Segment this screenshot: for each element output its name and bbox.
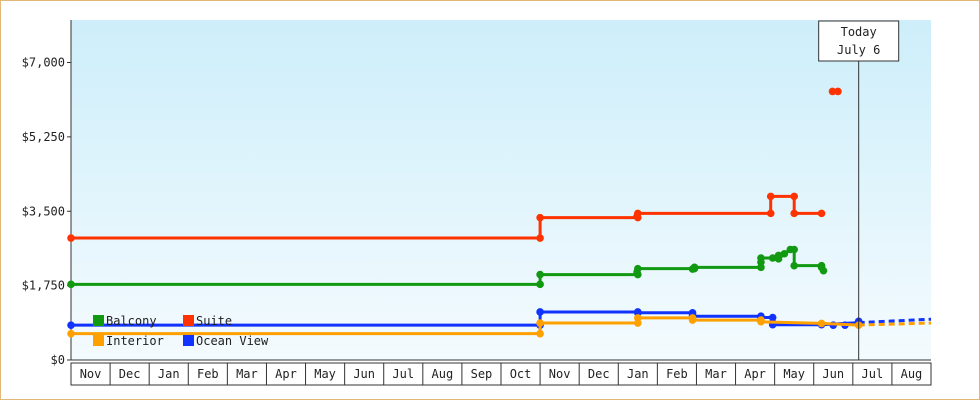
data-point-interior: [67, 329, 75, 338]
x-tick-label: May: [783, 367, 805, 381]
x-tick-label: Mar: [236, 367, 258, 381]
x-tick-label: Feb: [666, 367, 688, 381]
x-tick-label: Aug: [432, 367, 454, 381]
x-tick-label: Dec: [588, 367, 610, 381]
plot-area: [71, 20, 931, 360]
data-point-interior: [817, 319, 826, 328]
y-tick-label: $5,250: [22, 130, 65, 144]
x-tick-label: Nov: [549, 367, 571, 381]
series-projection-interior: [858, 321, 932, 327]
data-point-interior: [536, 319, 544, 327]
data-point-suite: [790, 192, 798, 201]
x-tick-label: Apr: [275, 367, 297, 381]
x-tick-label: Nov: [80, 367, 102, 381]
data-point-suite: [817, 209, 826, 218]
data-point-balcony: [774, 251, 783, 260]
x-tick-label: Dec: [119, 367, 141, 381]
data-point-suite: [766, 192, 775, 201]
y-tick-label: $0: [51, 353, 65, 367]
data-point-balcony: [790, 261, 798, 270]
series-line-suite: [71, 194, 822, 240]
data-point-suite: [834, 87, 842, 96]
x-tick-label: Oct: [510, 367, 532, 381]
data-point-suite: [536, 213, 544, 222]
data-point-suite: [828, 87, 837, 96]
y-tick-label: $3,500: [22, 204, 65, 218]
legend-swatch: [183, 315, 194, 326]
data-point-balcony: [536, 270, 544, 279]
x-tick-label: Jun: [353, 367, 375, 381]
data-point-balcony: [780, 249, 789, 258]
data-point-balcony: [768, 254, 777, 262]
data-point-ocean-view: [67, 321, 75, 329]
legend-label: Ocean View: [196, 334, 269, 348]
legend-item-suite: Suite: [183, 314, 232, 328]
x-tick-label: Jan: [627, 367, 649, 381]
x-tick-label: Mar: [705, 367, 727, 381]
data-point-interior: [688, 316, 697, 324]
y-tick-label: $7,000: [22, 56, 65, 70]
data-point-suite: [67, 234, 75, 242]
legend-swatch: [93, 315, 104, 326]
x-tick-label: Jul: [392, 367, 414, 381]
today-label: Today: [841, 25, 877, 39]
data-point-suite: [766, 209, 775, 218]
today-date: July 6: [837, 43, 880, 57]
legend-item-interior: Interior: [93, 334, 164, 348]
data-point-balcony: [817, 263, 826, 272]
y-tick-label: $1,750: [22, 279, 65, 293]
data-point-suite: [536, 234, 544, 242]
series-balcony: [67, 245, 828, 289]
series-suite: [67, 87, 842, 242]
data-point-balcony: [757, 258, 765, 267]
x-tick-label: May: [314, 367, 336, 381]
data-point-suite: [790, 209, 798, 218]
legend-swatch: [93, 335, 104, 346]
x-tick-label: Aug: [901, 367, 923, 381]
data-point-interior: [757, 317, 765, 326]
data-point-balcony: [67, 280, 75, 289]
series-projection-ocean-view: [858, 317, 932, 325]
data-point-balcony: [790, 245, 798, 254]
x-tick-label: Feb: [197, 367, 219, 381]
legend-item-ocean-view: Ocean View: [183, 334, 269, 348]
legend-label: Balcony: [106, 314, 157, 328]
data-point-suite: [633, 212, 641, 221]
data-point-balcony: [536, 280, 544, 289]
x-tick-label: Jul: [862, 367, 884, 381]
legend-item-balcony: Balcony: [93, 314, 157, 328]
x-tick-label: Sep: [471, 367, 493, 381]
data-point-interior: [634, 314, 642, 322]
data-point-balcony: [633, 268, 641, 276]
legend-swatch: [183, 335, 194, 346]
data-point-balcony: [688, 265, 697, 273]
data-point-ocean-view: [536, 308, 544, 316]
x-tick-label: Apr: [744, 367, 766, 381]
data-point-interior: [536, 329, 544, 338]
series-interior: [67, 314, 932, 338]
x-tick-label: Jan: [158, 367, 180, 381]
today-box: [818, 20, 900, 62]
legend-label: Suite: [196, 314, 232, 328]
legend-label: Interior: [106, 334, 164, 348]
x-tick-label: Jun: [822, 367, 844, 381]
